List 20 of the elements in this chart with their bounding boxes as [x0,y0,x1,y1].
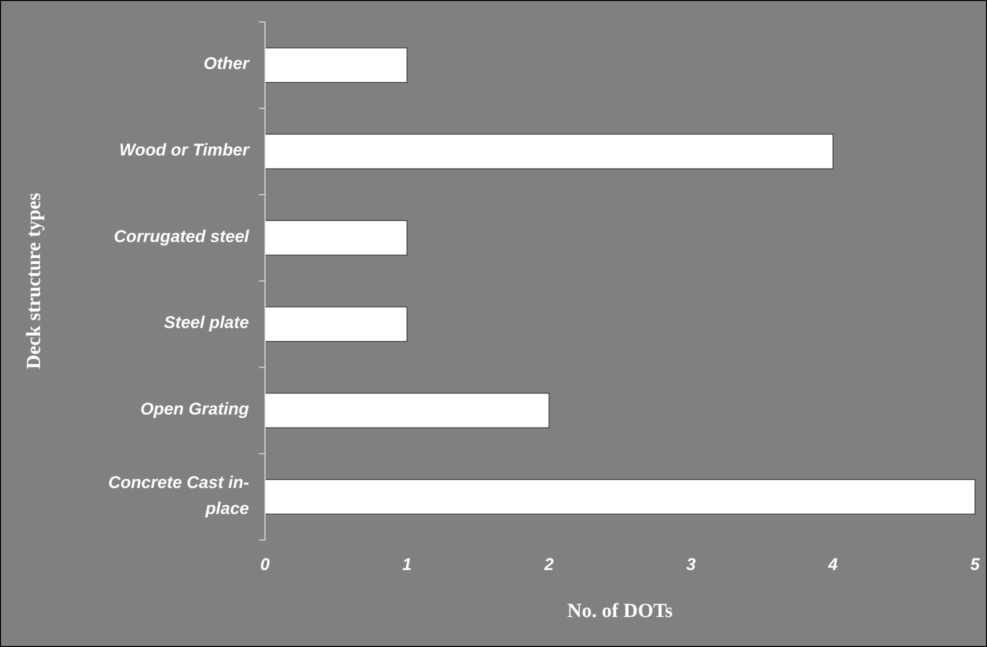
bar [264,134,834,170]
y-axis-title: Deck structure types [23,192,45,370]
bar [264,220,408,256]
x-tick-label: 4 [827,555,838,574]
y-tick-label: Concrete Cast in-place [108,473,250,518]
y-tick-label: Other [204,54,250,74]
x-tick-label: 5 [970,555,980,574]
y-tick-label: Corrugated steel [114,227,250,246]
y-tick-label: Wood or Timber [119,140,250,160]
y-tick-label: Open Grating [140,400,250,419]
bar [264,479,976,514]
x-tick-label: 0 [260,555,270,574]
y-tick-label: Steel plate [164,314,249,333]
bar [264,48,408,83]
bar [264,392,550,428]
bar [264,306,408,342]
x-axis-title: No. of DOTs [567,600,673,622]
x-tick-label: 2 [543,555,554,574]
x-tick-label: 3 [686,555,696,574]
x-tick-label: 1 [402,555,412,574]
